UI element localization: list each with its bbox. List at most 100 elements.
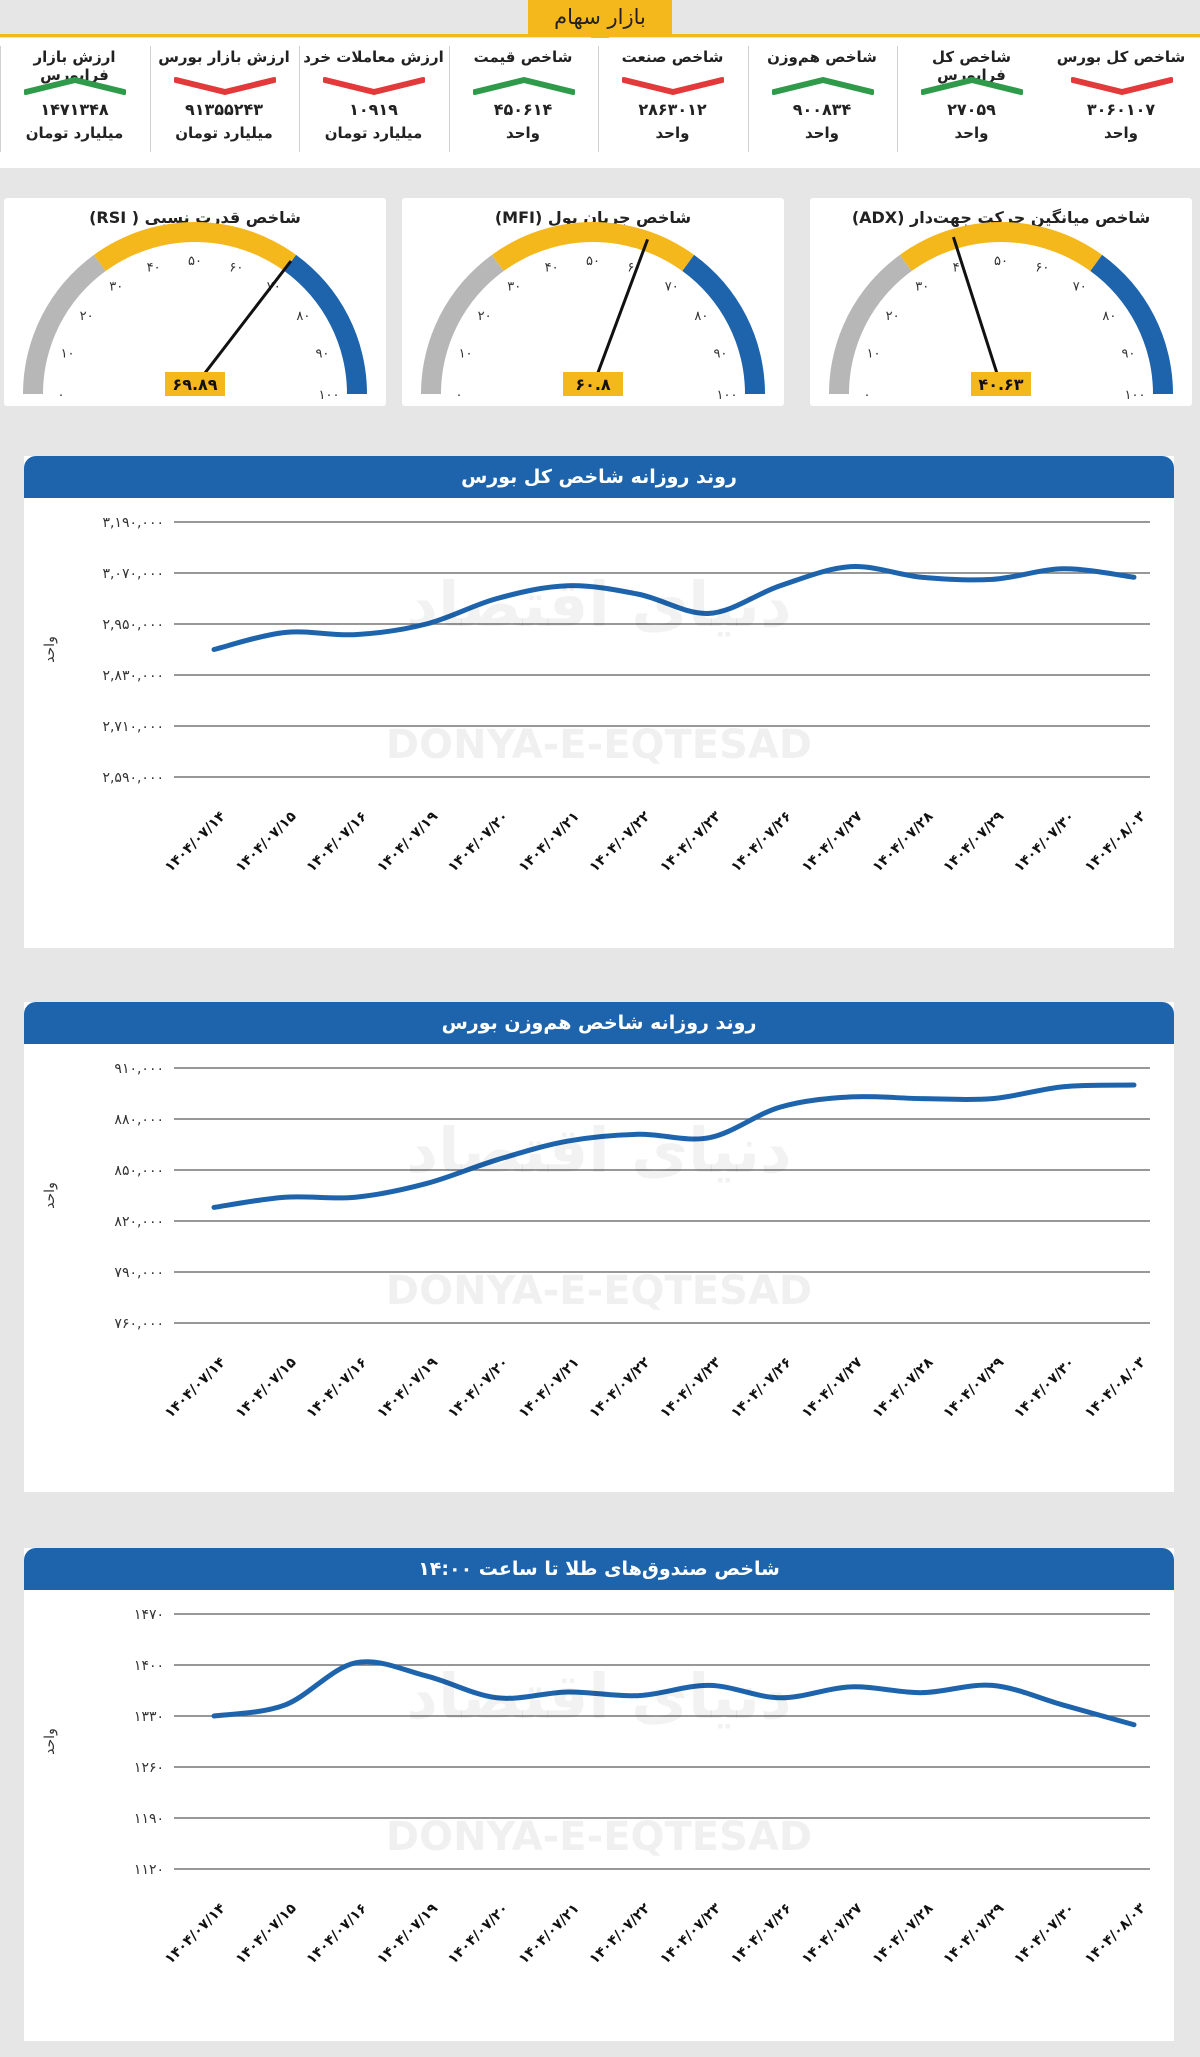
x-tick-label: ۱۴۰۴/۰۷/۲۹ [940, 1900, 1007, 1967]
gauge-tick-label: ۱۰۰ [717, 388, 738, 403]
data-point [707, 1683, 712, 1688]
data-point [919, 575, 924, 580]
gauge-value-box [563, 372, 623, 396]
data-point [565, 1139, 570, 1144]
x-tick-label: ۱۴۰۴/۰۷/۲۱ [516, 1901, 583, 1968]
data-point [636, 1132, 641, 1137]
stat-item: شاخص قیمت ۴۵۰۶۱۴ واحد [448, 38, 598, 164]
data-point [1132, 575, 1136, 580]
data-point [848, 564, 853, 569]
stat-item: ارزش بازار بورس ۹۱۳۵۵۲۴۳ میلیارد تومان [149, 38, 299, 164]
stat-unit: میلیارد تومان [175, 124, 273, 142]
gauge-tick-label: ۶۰ [229, 261, 243, 276]
y-tick-label: ۸۸۰,۰۰۰ [114, 1112, 164, 1128]
data-point [778, 1695, 783, 1700]
gauge-rsi: شاخص قدرت نسبی ( RSI) ۰ ۱۰ ۲۰ ۳۰ ۴۰ ۵۰ ۶۰ ۷۰ ۸۰ ۹۰… [4, 198, 386, 406]
stat-label: ارزش بازار بورس [158, 48, 290, 66]
gauge-band-mid [93, 222, 297, 272]
x-tick-label: ۱۴۰۴/۰۷/۱۶ [303, 1901, 370, 1968]
stat-divider [448, 46, 450, 152]
x-tick-label: ۱۴۰۴/۰۷/۲۲ [587, 808, 654, 875]
trend-down-icon [323, 77, 425, 95]
x-tick-label: ۱۴۰۴/۰۷/۲۰ [445, 1901, 512, 1968]
line-chart: ۳,۱۹۰,۰۰۰ ۳,۰۷۰,۰۰۰ ۲,۹۵۰,۰۰۰ ۲,۸۳۰,۰۰۰ ۲,۷۱… [42, 515, 1150, 876]
series-line [211, 564, 1137, 652]
gauge-tick-label: ۲۰ [478, 309, 492, 324]
y-tick-label: ۱۱۹۰ [134, 1811, 164, 1827]
x-tick-label: ۱۴۰۴/۰۷/۱۶ [303, 1355, 370, 1422]
gauge-tick-label: ۰ [864, 388, 871, 403]
gauge-tick-label: ۵۰ [188, 254, 202, 269]
stat-value: ۹۱۳۵۵۲۴۳ [184, 100, 264, 119]
data-point [495, 1157, 500, 1162]
data-point [282, 1195, 287, 1200]
stat-unit: واحد [1104, 124, 1138, 142]
data-point [848, 1094, 853, 1099]
data-point [424, 622, 429, 626]
y-tick-label: ۸۲۰,۰۰۰ [114, 1214, 164, 1230]
stat-label: ارزش بازار فرابورس [33, 48, 116, 84]
gauge-tick-label: ۷۰ [1073, 280, 1087, 295]
stat-item: شاخص کل فرابورس ۲۷۰۵۹ واحد [897, 38, 1046, 164]
stat-label: شاخص قیمت [473, 48, 573, 66]
x-tick-label: ۱۴۰۴/۰۷/۱۵ [233, 1900, 300, 1967]
x-tick-label: ۱۴۰۴/۰۷/۱۹ [374, 1900, 441, 1967]
y-tick-label: ۱۱۲۰ [134, 1862, 164, 1878]
trend-chevron [472, 77, 575, 95]
gauge-tick-label: ۱۰۰ [319, 388, 340, 403]
x-tick-label: ۱۴۰۴/۰۷/۲۰ [445, 1355, 512, 1422]
y-tick-label: ۲,۷۱۰,۰۰۰ [102, 719, 164, 735]
chart-panel-total-index: روند روزانه شاخص کل بورس ۳,۱۹۰,۰۰۰ ۳,۰۷۰,۰… [24, 456, 1174, 948]
x-tick-label: ۱۴۰۴/۰۸/۰۳ [1082, 808, 1149, 875]
stat-value: ۱۴۷۱۳۴۸ [40, 100, 109, 119]
stat-unit: میلیارد تومان [324, 124, 423, 142]
x-tick-label: ۱۴۰۴/۰۷/۱۶ [303, 809, 370, 876]
y-tick-label: ۳,۱۹۰,۰۰۰ [102, 515, 164, 531]
title-rule [0, 34, 1200, 37]
x-tick-label: ۱۴۰۴/۰۷/۲۷ [799, 1900, 866, 1967]
stat-label: شاخص کل بورس [1056, 48, 1186, 66]
gauge-tick-label: ۰ [456, 388, 463, 403]
gauge-band-mid [899, 222, 1103, 272]
stat-item: ارزش معاملات خرد ۱۰۹۱۹ میلیارد تومان [299, 38, 448, 164]
stat-value: ۲۷۰۵۹ [947, 100, 996, 119]
y-tick-label: ۱۳۳۰ [134, 1709, 164, 1725]
stat-item: ارزش بازار فرابورس ۱۴۷۱۳۴۸ میلیارد تومان [0, 38, 149, 164]
data-point [919, 1096, 924, 1101]
watermark-latin: DONYA-E-EQTESAD [386, 1814, 812, 1860]
page-title-text: بازار سهام [554, 5, 646, 29]
stat-divider [149, 46, 151, 152]
gauge-tick-label: ۹۰ [315, 347, 329, 362]
data-point [919, 1690, 924, 1695]
x-tick-label: ۱۴۰۴/۰۷/۲۷ [799, 808, 866, 875]
gauge-mfi: شاخص جریان پول (MFI) ۰ ۱۰ ۲۰ ۳۰ ۴۰ ۵۰ ۶۰ ۷۰ ۸۰ ۹۰ ۱… [402, 198, 784, 406]
x-tick-label: ۱۴۰۴/۰۷/۲۶ [728, 1901, 795, 1968]
gauge-title: شاخص قدرت نسبی ( RSI) [89, 208, 301, 227]
y-axis-label: واحد [42, 1728, 58, 1755]
chart-panel-equal-weight: روند روزانه شاخص هم‌وزن بورس ۹۱۰,۰۰۰ ۸۸۰,۰… [24, 1002, 1174, 1492]
y-axis-label: واحد [42, 636, 58, 663]
gauge-tick-label: ۳۰ [507, 280, 521, 295]
data-point [990, 577, 995, 582]
gauge-band-mid [491, 222, 695, 272]
data-point [282, 1703, 287, 1708]
data-point [212, 647, 216, 652]
chart-title: روند روزانه شاخص کل بورس [24, 456, 1174, 498]
trend-chevron [1070, 77, 1173, 95]
x-tick-label: ۱۴۰۴/۰۸/۰۳ [1082, 1354, 1149, 1421]
stat-unit: میلیارد تومان [25, 124, 124, 142]
x-tick-label: ۱۴۰۴/۰۷/۲۲ [587, 1354, 654, 1421]
gauge-band-low [421, 254, 504, 394]
data-point [353, 1195, 358, 1200]
y-tick-label: ۲,۹۵۰,۰۰۰ [102, 617, 164, 633]
x-tick-label: ۱۴۰۴/۰۷/۳۰ [1011, 809, 1078, 876]
stat-unit: واحد [805, 124, 839, 142]
watermark-persian: دنیای اقتصاد [406, 568, 791, 641]
data-point [848, 1684, 853, 1689]
gauge-tick-label: ۱۰ [867, 347, 881, 362]
watermark-latin: DONYA-E-EQTESAD [386, 722, 812, 768]
data-point [353, 1660, 358, 1665]
data-point [282, 630, 287, 635]
